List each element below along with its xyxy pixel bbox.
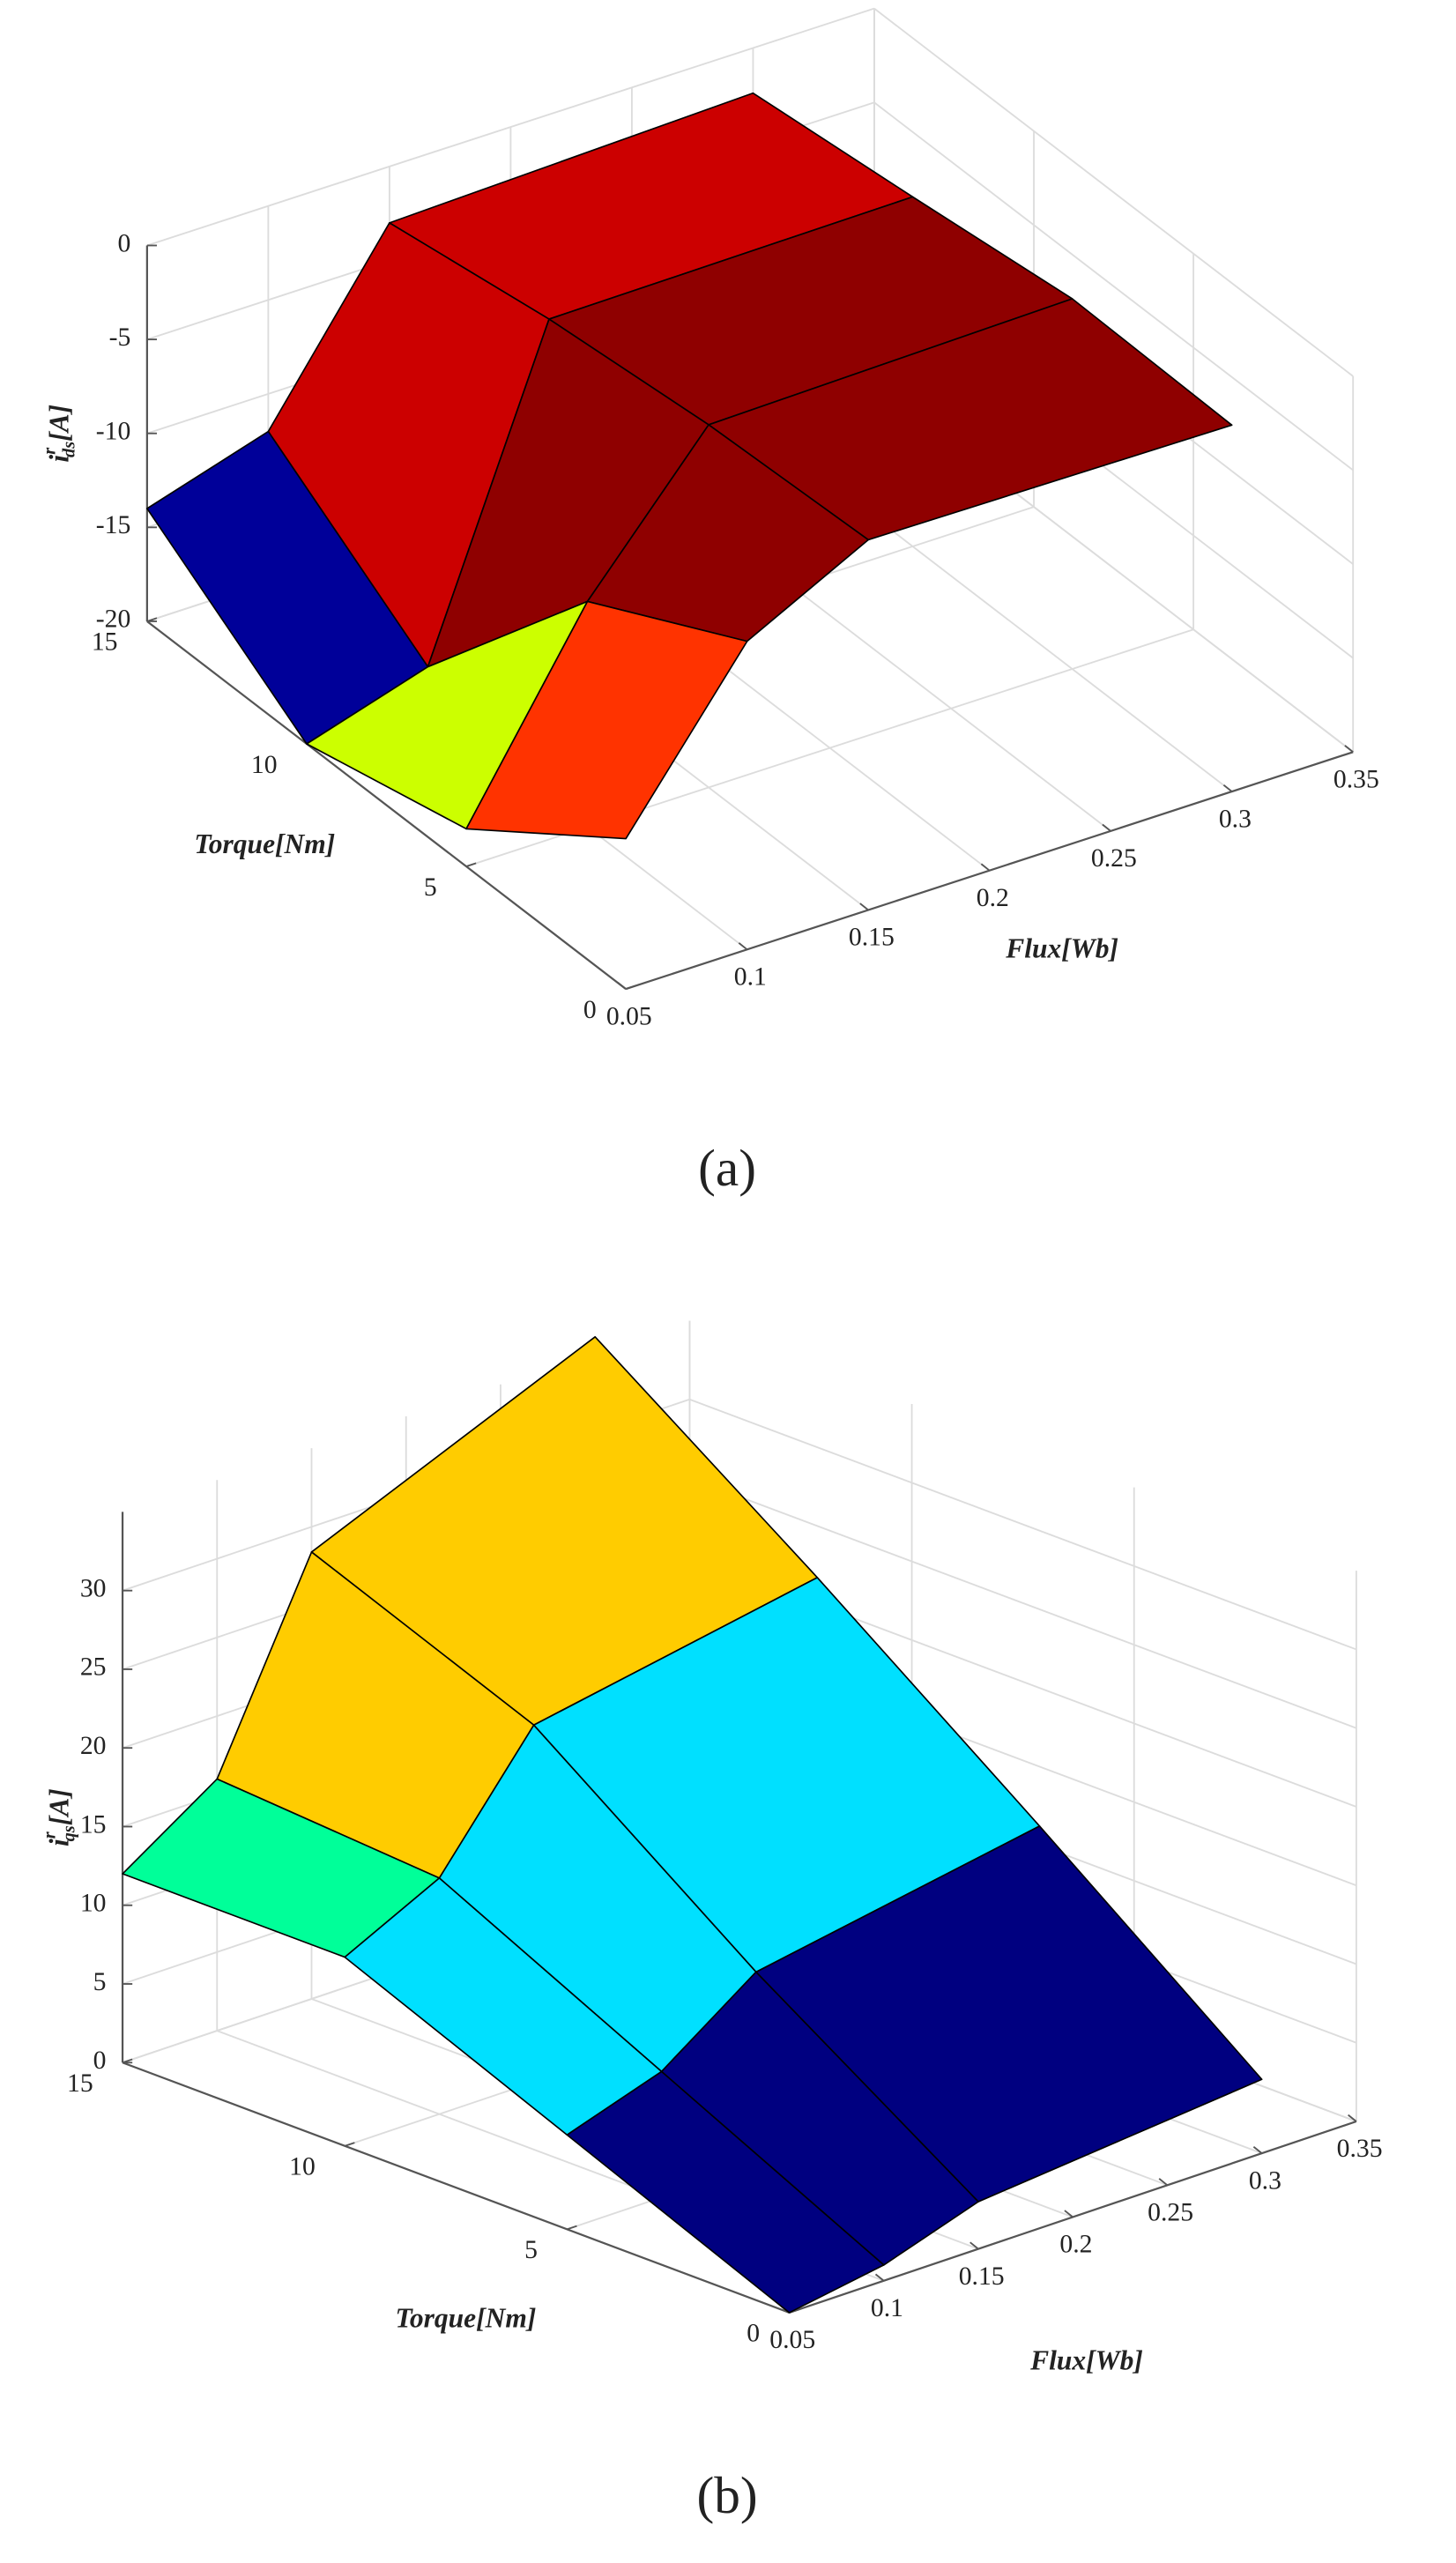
z-axis-label: irds[A] (40, 405, 78, 463)
x-axis-label: Flux[Wb] (1029, 2345, 1143, 2376)
x-tick-label: 0.1 (871, 2294, 903, 2322)
z-tick-label: -15 (96, 511, 131, 539)
x-tick (859, 903, 869, 911)
surface-face (465, 600, 748, 840)
x-tick (1252, 2146, 1263, 2154)
z-axis-label: irqs[A] (40, 1788, 78, 1846)
x-tick-label: 0.15 (849, 924, 895, 952)
x-tick-label: 0.05 (769, 2326, 815, 2354)
x-tick-label: 0.35 (1337, 2135, 1383, 2163)
z-label-symbol: i (44, 455, 75, 463)
y-tick-label: 0 (747, 2320, 760, 2348)
y-tick (625, 984, 636, 990)
z-tick-label: 0 (117, 229, 130, 257)
surface-face (566, 2070, 885, 2314)
grid-line (873, 101, 1354, 472)
x-tick-label: 0.3 (1249, 2166, 1281, 2195)
x-tick-label: 0.2 (977, 884, 1009, 912)
grid-line (689, 1398, 1357, 1651)
grid-line (689, 1477, 1357, 1729)
z-tick-label: 5 (93, 1968, 107, 1996)
y-tick-label: 10 (289, 2153, 316, 2181)
y-tick-label: 15 (92, 628, 118, 657)
x-tick-label: 0.35 (1333, 765, 1379, 793)
x-tick (617, 981, 627, 990)
x-tick (1064, 2210, 1073, 2218)
z-label-sub: qs (59, 1825, 78, 1841)
z-label-sup: r (40, 447, 59, 455)
x-tick-label: 0.05 (606, 1002, 652, 1030)
z-tick-label: -10 (96, 418, 131, 446)
z-label-sup: r (40, 1831, 59, 1839)
z-tick-label: 10 (80, 1890, 107, 1918)
y-tick (567, 2225, 577, 2231)
z-label-symbol: i (44, 1839, 75, 1846)
y-tick (344, 2142, 355, 2147)
grid-line (146, 7, 875, 247)
x-tick-label: 0.1 (734, 962, 767, 991)
x-axis-label: Flux[Wb] (1005, 933, 1118, 964)
grid-line (873, 7, 1354, 377)
surface-chart: 0.05 0.1 0.15 0.2 0.25 0.3 0.35 0 5 10 15-20 -15 -10… (40, 7, 1379, 1197)
x-tick (1222, 784, 1233, 792)
x-tick (738, 942, 748, 951)
z-label-unit: [A] (44, 405, 75, 442)
y-axis-label: Torque[Nm] (395, 2302, 536, 2333)
x-tick-label: 0.15 (959, 2262, 1005, 2291)
x-tick-label: 0.25 (1091, 844, 1137, 873)
y-tick-label: 15 (67, 2069, 93, 2098)
z-tick-label: 30 (80, 1575, 107, 1603)
x-tick (1102, 823, 1111, 832)
y-tick-label: 10 (251, 751, 278, 779)
z-label-sub: ds (59, 442, 78, 457)
z-tick-label: 0 (93, 2047, 107, 2075)
x-tick (969, 2241, 979, 2250)
z-tick-label: 15 (80, 1810, 107, 1839)
x-tick (980, 863, 991, 872)
z-tick-label: -5 (109, 323, 131, 352)
y-axis-line (146, 620, 627, 990)
x-tick (874, 2273, 885, 2282)
x-tick (1344, 745, 1354, 753)
x-tick (1348, 2114, 1357, 2122)
z-label-unit: [A] (44, 1788, 75, 1825)
y-axis-line (122, 2062, 790, 2314)
surface-chart: 0.050.10.150.20.250.30.35051015051015202… (40, 1320, 1383, 2524)
caption: (b) (696, 2466, 757, 2524)
x-tick-label: 0.3 (1219, 805, 1252, 833)
x-tick (1158, 2178, 1169, 2187)
y-axis-label: Torque[Nm] (194, 828, 335, 859)
z-tick-label: -20 (96, 605, 131, 634)
caption: (a) (698, 1139, 756, 1197)
y-tick-label: 0 (583, 996, 597, 1024)
x-tick-label: 0.2 (1059, 2231, 1092, 2259)
y-tick-label: 5 (524, 2236, 538, 2264)
z-tick-label: 20 (80, 1732, 107, 1760)
x-tick-label: 0.25 (1148, 2199, 1193, 2227)
z-tick-label: 25 (80, 1653, 107, 1682)
y-tick-label: 5 (424, 873, 437, 902)
y-tick (465, 862, 477, 867)
